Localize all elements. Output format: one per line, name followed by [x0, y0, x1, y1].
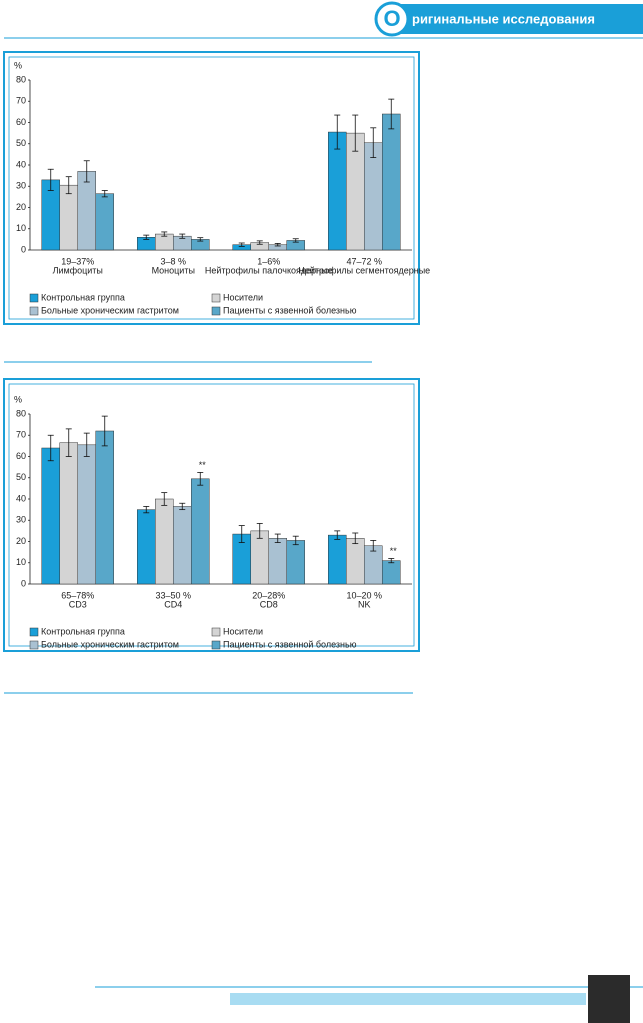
bar — [286, 540, 305, 585]
bar — [95, 430, 114, 585]
bar — [155, 498, 174, 585]
y-tick-label: 50 — [16, 472, 26, 482]
header-initial: О — [383, 6, 400, 31]
legend-swatch — [211, 293, 221, 303]
y-axis-label: % — [14, 394, 22, 404]
legend-swatch — [211, 306, 221, 316]
bar — [191, 478, 210, 585]
x-tick-label: Нейтрофилы сегментоядерные — [298, 265, 430, 275]
x-tick-label: 65–78% — [61, 590, 94, 600]
header: О ригинальные исследования — [4, 1, 643, 39]
bar — [137, 509, 156, 585]
legend-swatch — [29, 293, 39, 303]
x-tick-label: Лимфоциты — [53, 265, 103, 275]
y-tick-label: 0 — [21, 244, 26, 254]
bar — [328, 534, 347, 585]
bar — [328, 131, 347, 251]
x-tick-label: CD8 — [260, 599, 278, 609]
y-tick-label: 70 — [16, 96, 26, 106]
legend-swatch — [29, 640, 39, 650]
x-tick-label: NK — [358, 599, 371, 609]
legend-swatch — [211, 640, 221, 650]
y-tick-label: 60 — [16, 451, 26, 461]
bar — [95, 193, 114, 251]
header-band — [400, 4, 643, 34]
x-tick-label: 10–20 % — [346, 590, 382, 600]
significance: ** — [199, 460, 207, 470]
bar — [364, 142, 383, 251]
legend-label: Пациенты с язвенной болезнью — [223, 639, 357, 649]
y-tick-label: 0 — [21, 578, 26, 588]
bar — [268, 538, 287, 585]
legend-swatch — [211, 627, 221, 637]
x-tick-label: Нейтрофилы палочкоядерные — [205, 265, 333, 275]
bar — [59, 184, 78, 251]
legend-label: Контрольная группа — [41, 292, 125, 302]
y-tick-label: 40 — [16, 159, 26, 169]
chart-frame — [3, 378, 420, 652]
bar — [364, 545, 383, 585]
header-title: ригинальные исследования — [412, 11, 595, 26]
x-tick-label: CD3 — [69, 599, 87, 609]
y-tick-label: 30 — [16, 515, 26, 525]
legend-label: Носители — [223, 292, 263, 302]
y-tick-label: 70 — [16, 430, 26, 440]
x-tick-label: 47–72 % — [346, 256, 382, 266]
y-tick-label: 80 — [16, 74, 26, 84]
header-logo — [374, 1, 410, 37]
bar — [382, 113, 401, 251]
chart-frame — [3, 51, 420, 325]
y-tick-label: 50 — [16, 138, 26, 148]
bar — [346, 538, 365, 585]
x-tick-label: 19–37% — [61, 256, 94, 266]
chart-frame-inner — [8, 56, 415, 320]
x-tick-label: 20–28% — [252, 590, 285, 600]
x-tick-label: 33–50 % — [155, 590, 191, 600]
legend-swatch — [29, 627, 39, 637]
bar — [77, 444, 96, 585]
legend-label: Больные хроническим гастритом — [41, 639, 179, 649]
y-tick-label: 10 — [16, 557, 26, 567]
y-tick-label: 10 — [16, 223, 26, 233]
bar — [59, 442, 78, 585]
legend-label: Контрольная группа — [41, 626, 125, 636]
legend-swatch — [29, 306, 39, 316]
y-axis-label: % — [14, 60, 22, 70]
x-tick-label: CD4 — [164, 599, 182, 609]
footer-band — [230, 993, 586, 1005]
y-tick-label: 30 — [16, 181, 26, 191]
legend-label: Носители — [223, 626, 263, 636]
x-tick-label: 3–8 % — [160, 256, 186, 266]
legend-label: Пациенты с язвенной болезнью — [223, 305, 357, 315]
bar — [41, 447, 60, 585]
x-tick-label: 1–6% — [257, 256, 280, 266]
significance: ** — [390, 546, 398, 556]
y-tick-label: 20 — [16, 202, 26, 212]
bar — [382, 560, 401, 585]
x-tick-label: Моноциты — [152, 265, 195, 275]
chart-frame-inner — [8, 383, 415, 647]
y-tick-label: 60 — [16, 117, 26, 127]
y-tick-label: 20 — [16, 536, 26, 546]
y-tick-label: 40 — [16, 493, 26, 503]
bar — [77, 171, 96, 251]
page-box — [588, 975, 630, 1023]
bar — [250, 530, 269, 585]
y-tick-label: 80 — [16, 408, 26, 418]
bar — [173, 506, 192, 585]
legend-label: Больные хроническим гастритом — [41, 305, 179, 315]
